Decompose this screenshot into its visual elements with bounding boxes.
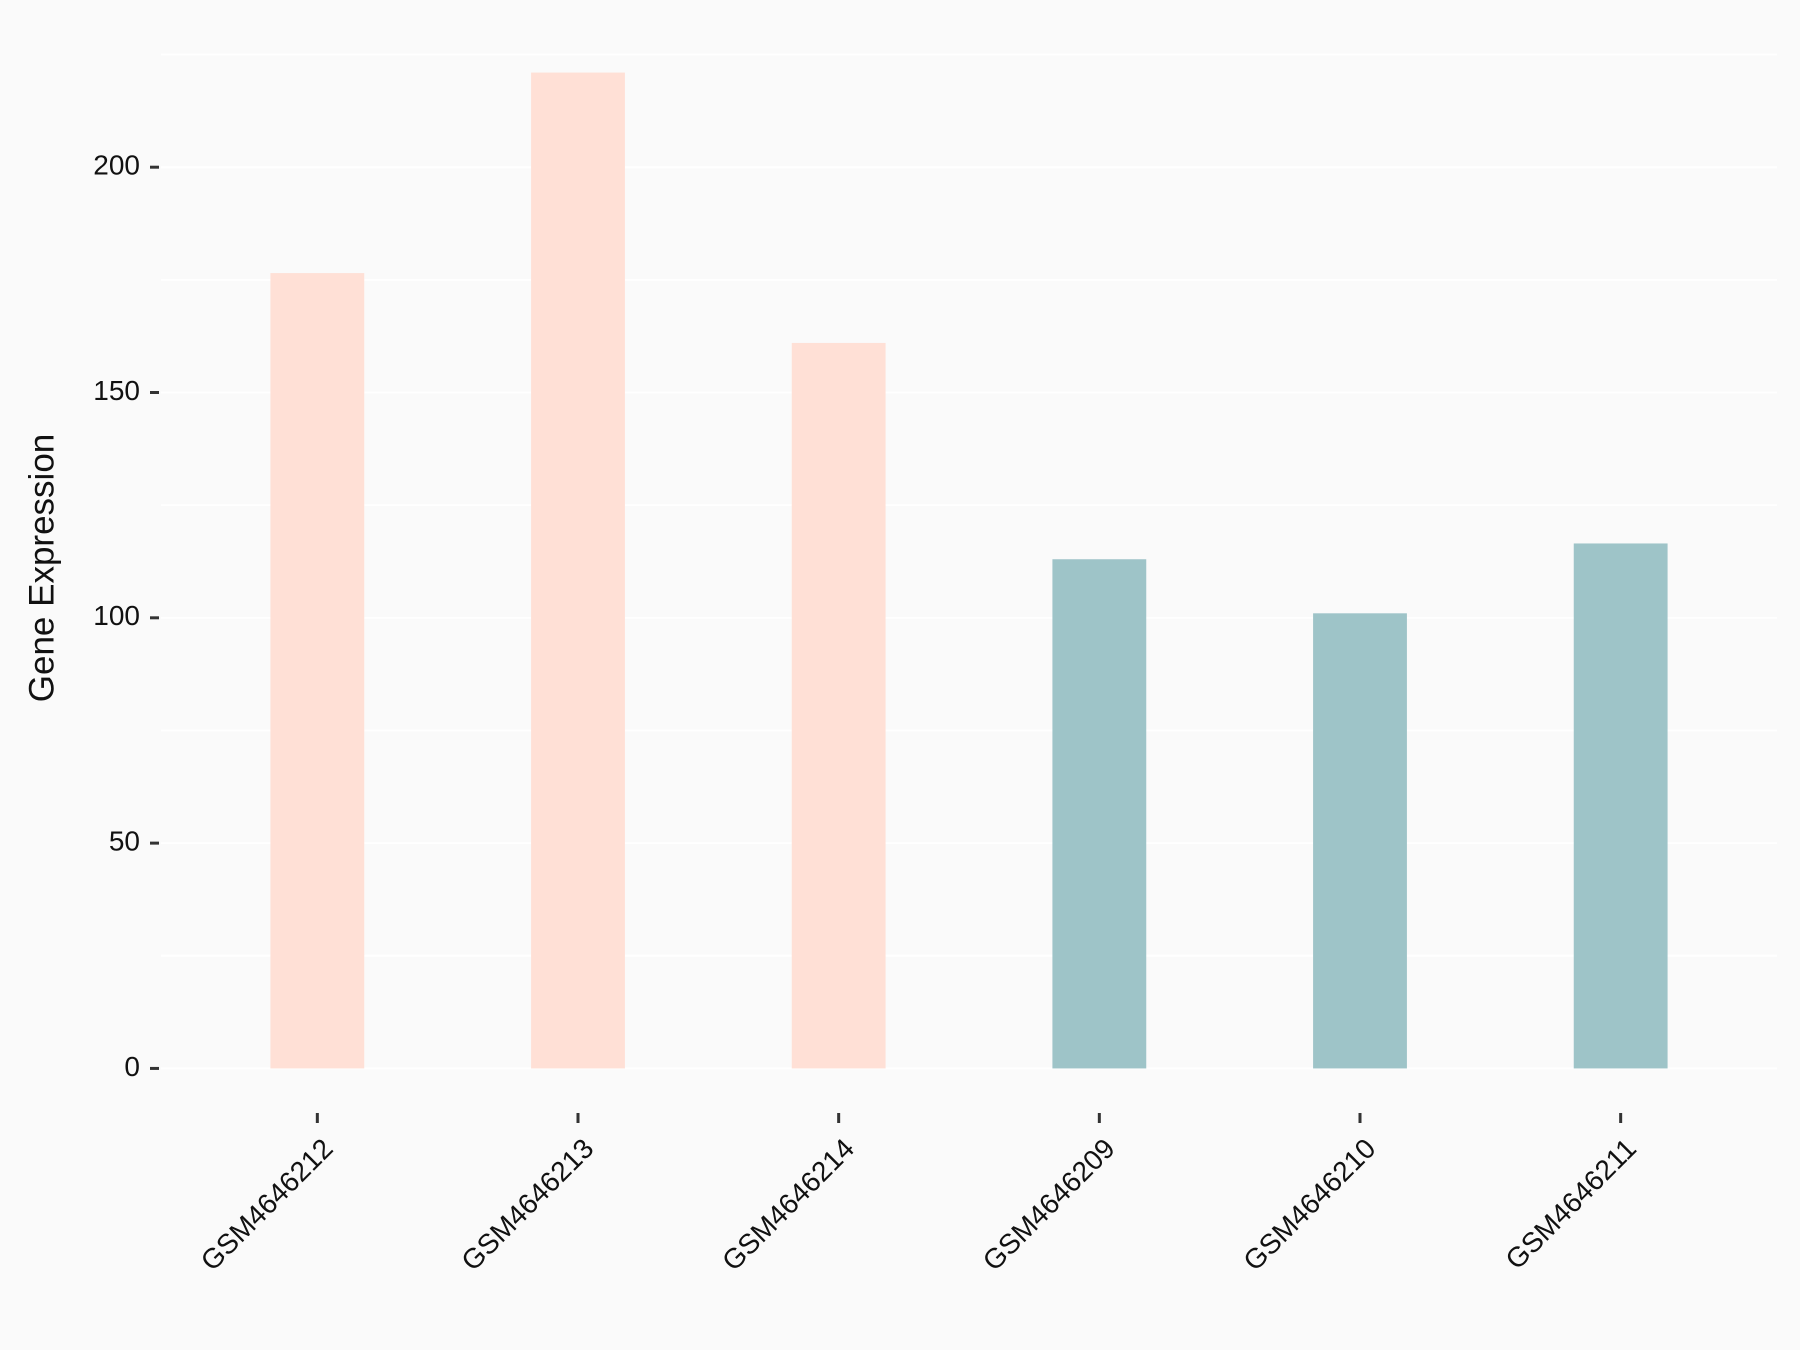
y-axis-title: Gene Expression (22, 434, 61, 702)
y-tick-label: 0 (124, 1051, 140, 1082)
y-tick-label: 150 (93, 375, 140, 406)
y-tick-label: 50 (109, 826, 140, 857)
bar (791, 342, 886, 1069)
bar (1573, 543, 1668, 1069)
bar (1313, 613, 1407, 1069)
bar (1052, 559, 1147, 1069)
y-tick-label: 200 (93, 150, 140, 181)
bar (270, 273, 365, 1069)
y-tick-label: 100 (93, 600, 140, 631)
bar (531, 72, 625, 1069)
